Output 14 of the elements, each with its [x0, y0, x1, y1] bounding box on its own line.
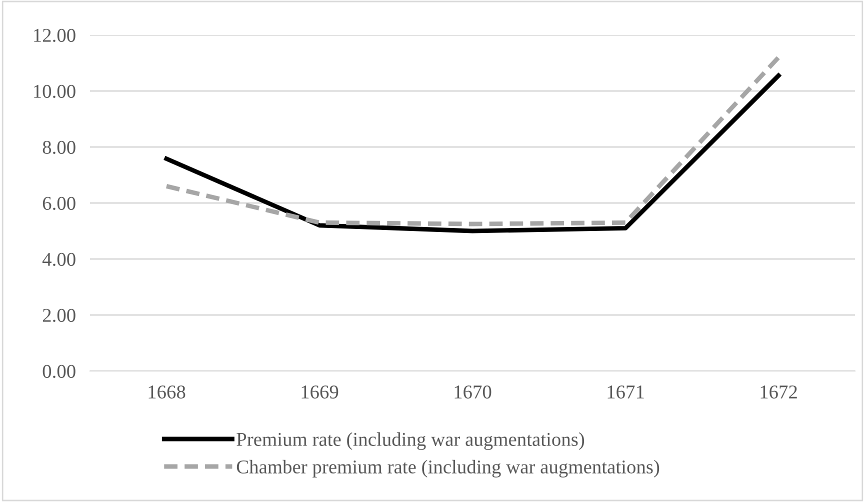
x-tick-label: 1668	[148, 385, 186, 399]
y-tick-label: 4.00	[42, 252, 76, 266]
x-tick-label: 1672	[760, 386, 797, 399]
y-tick-label: 6.00	[42, 196, 76, 210]
legend-label: Premium rate (including war augmentations)	[236, 432, 584, 450]
y-tick-label: 2.00	[42, 308, 76, 322]
x-tick-label: 1670	[454, 385, 492, 399]
x-tick-label: 1671	[608, 386, 644, 399]
legend-label: Chamber premium rate (including war augmentations)	[236, 460, 660, 478]
y-tick-label: 8.00	[42, 140, 76, 154]
y-tick-label: 0.00	[42, 364, 76, 378]
y-tick-label: 10.00	[34, 84, 76, 98]
y-tick-label: 12.00	[34, 28, 76, 42]
x-tick-label: 1669	[302, 386, 338, 399]
